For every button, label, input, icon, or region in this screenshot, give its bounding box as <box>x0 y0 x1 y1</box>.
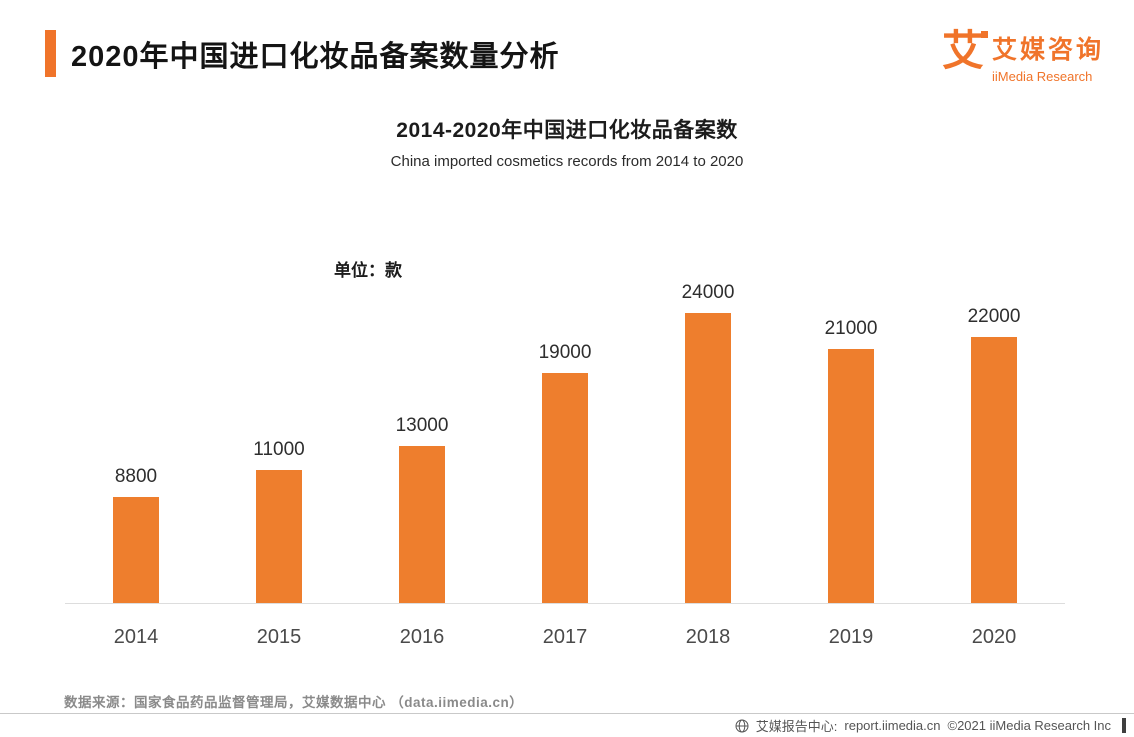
bar <box>399 446 445 603</box>
logo-text: 艾媒咨询 iiMedia Research <box>992 30 1104 84</box>
source-note: 数据来源：国家食品药品监督管理局，艾媒数据中心 （data.iimedia.cn… <box>64 695 524 710</box>
x-axis-label: 2015 <box>256 626 302 648</box>
bar-value-label: 19000 <box>538 342 592 363</box>
bar-value-label: 21000 <box>824 318 878 339</box>
unit-label: 单位：款 <box>334 261 402 280</box>
x-axis-label: 2018 <box>685 626 731 648</box>
header: 2020年中国进口化妆品备案数量分析 艾 艾媒咨询 iiMedia Resear… <box>45 30 1104 84</box>
bar-column: 8800 <box>65 270 207 603</box>
footer: 艾媒报告中心: report.iimedia.cn ©2021 iiMedia … <box>0 713 1134 737</box>
x-axis-labels: 2014 2015 2016 2017 2018 2019 2020 <box>65 626 1065 649</box>
footer-url: report.iimedia.cn <box>844 718 941 733</box>
bar-value-label: 22000 <box>967 306 1021 327</box>
chart-title: 2014-2020年中国进口化妆品备案数 <box>396 119 738 142</box>
title-wrap: 2020年中国进口化妆品备案数量分析 <box>45 30 560 77</box>
iimedia-logo: 艾 艾媒咨询 iiMedia Research <box>942 30 1104 85</box>
x-axis-label: 2019 <box>828 626 874 648</box>
brand-mark-icon: 艾 <box>942 30 988 72</box>
x-axis-label: 2017 <box>542 626 588 648</box>
bar <box>542 373 588 603</box>
page-title: 2020年中国进口化妆品备案数量分析 <box>71 40 560 73</box>
bar <box>828 349 874 603</box>
bar <box>256 470 302 603</box>
plot-area: 8800 11000 13000 19000 24000 21000 22000 <box>65 270 1065 604</box>
x-axis-label: 2014 <box>113 626 159 648</box>
bar-column: 19000 <box>494 270 636 603</box>
chart-subtitle: China imported cosmetics records from 20… <box>390 153 744 170</box>
x-axis-label: 2020 <box>971 626 1017 648</box>
bar-value-label: 24000 <box>681 282 735 303</box>
bar <box>685 313 731 603</box>
bar <box>113 497 159 603</box>
bar-column: 11000 <box>208 270 350 603</box>
bar-column: 22000 <box>923 270 1065 603</box>
x-axis-label: 2016 <box>399 626 445 648</box>
footer-divider <box>1122 718 1126 733</box>
bar-column: 13000 <box>351 270 493 603</box>
bar-value-label: 11000 <box>253 439 305 460</box>
accent-bar <box>45 30 56 77</box>
brand-mark-dot <box>980 31 988 38</box>
bar <box>971 337 1017 603</box>
bar-value-label: 13000 <box>395 415 449 436</box>
globe-icon <box>735 719 749 733</box>
brand-name-en: iiMedia Research <box>991 69 1093 84</box>
brand-name-cn: 艾媒咨询 <box>991 36 1104 64</box>
footer-report-center: 艾媒报告中心: <box>755 719 838 734</box>
bar-value-label: 8800 <box>114 466 158 487</box>
bar-column: 24000 <box>637 270 779 603</box>
bar-column: 21000 <box>780 270 922 603</box>
footer-copyright: ©2021 iiMedia Research Inc <box>947 718 1112 733</box>
